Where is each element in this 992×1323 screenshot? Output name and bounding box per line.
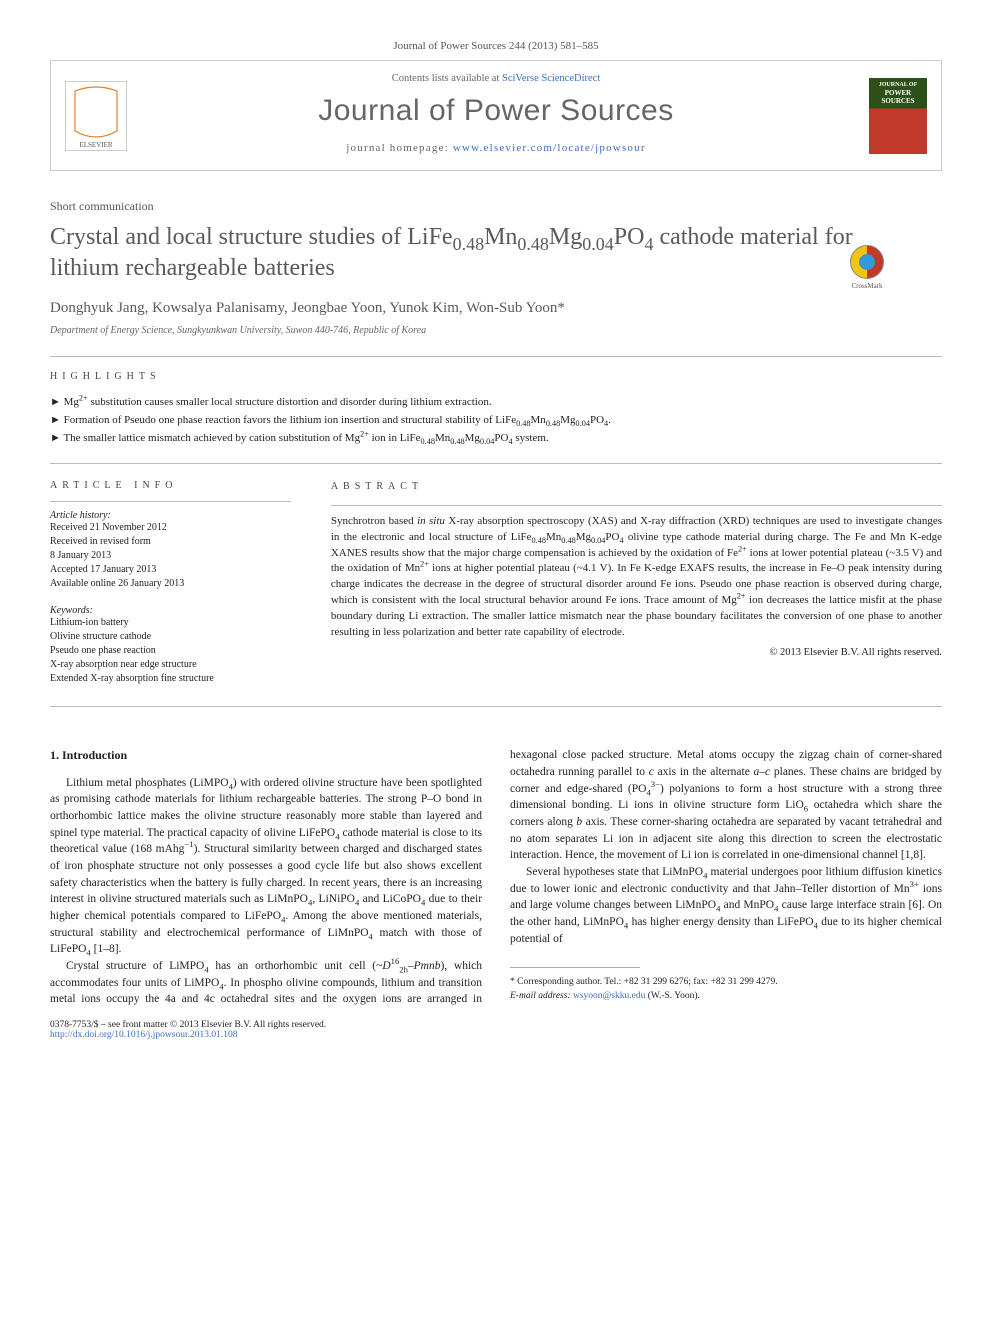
- journal-cover-thumbnail: JOURNAL OF POWER SOURCES: [869, 78, 927, 154]
- abstract-text: Synchrotron based in situ X-ray absorpti…: [331, 514, 942, 642]
- contents-prefix: Contents lists available at: [392, 73, 502, 84]
- homepage-prefix: journal homepage:: [346, 142, 453, 154]
- highlights-list: Mg2+ substitution causes smaller local s…: [50, 394, 942, 447]
- body-paragraph: Several hypotheses state that LiMnPO4 ma…: [510, 864, 942, 947]
- elsevier-logo: ELSEVIER: [65, 81, 127, 151]
- author-email-link[interactable]: wsyoon@skku.edu: [573, 991, 645, 1001]
- front-matter-line: 0378-7753/$ – see front matter © 2013 El…: [50, 1020, 326, 1040]
- affiliation: Department of Energy Science, Sungkyunkw…: [50, 325, 942, 336]
- crossmark-badge[interactable]: CrossMark: [842, 240, 892, 290]
- highlight-item: Formation of Pseudo one phase reaction f…: [50, 412, 942, 430]
- page-footer: 0378-7753/$ – see front matter © 2013 El…: [50, 1020, 942, 1040]
- highlight-item: The smaller lattice mismatch achieved by…: [50, 430, 942, 448]
- keyword-item: Olivine structure cathode: [50, 630, 291, 644]
- cover-label-top: JOURNAL OF: [879, 82, 918, 89]
- citation-line: Journal of Power Sources 244 (2013) 581–…: [50, 40, 942, 52]
- front-matter-text: 0378-7753/$ – see front matter © 2013 El…: [50, 1020, 326, 1030]
- info-abstract-row: ARTICLE INFO Article history: Received 2…: [50, 480, 942, 686]
- journal-header: ELSEVIER Contents lists available at Sci…: [50, 60, 942, 171]
- keyword-item: Lithium-ion battery: [50, 616, 291, 630]
- email-name: (W.-S. Yoon).: [648, 991, 700, 1001]
- history-item: 8 January 2013: [50, 549, 291, 563]
- divider: [50, 463, 942, 464]
- keyword-item: X-ray absorption near edge structure: [50, 658, 291, 672]
- article-type: Short communication: [50, 199, 942, 214]
- email-line: E-mail address: wsyoon@skku.edu (W.-S. Y…: [510, 990, 942, 1003]
- copyright-line: © 2013 Elsevier B.V. All rights reserved…: [331, 645, 942, 660]
- history-item: Received 21 November 2012: [50, 521, 291, 535]
- history-label: Article history:: [50, 510, 291, 521]
- abstract-column: ABSTRACT Synchrotron based in situ X-ray…: [331, 480, 942, 686]
- highlight-item: Mg2+ substitution causes smaller local s…: [50, 394, 942, 412]
- history-item: Received in revised form: [50, 535, 291, 549]
- cover-label-main: POWER SOURCES: [869, 90, 927, 105]
- history-item: Accepted 17 January 2013: [50, 563, 291, 577]
- doi-link[interactable]: http://dx.doi.org/10.1016/j.jpowsour.201…: [50, 1030, 237, 1040]
- keywords-label: Keywords:: [50, 605, 291, 616]
- highlights-heading: HIGHLIGHTS: [50, 371, 942, 382]
- article-title: Crystal and local structure studies of L…: [50, 222, 942, 284]
- homepage-link[interactable]: www.elsevier.com/locate/jpowsour: [453, 142, 646, 154]
- introduction-heading: 1. Introduction: [50, 747, 482, 764]
- footnote-separator: [510, 967, 640, 968]
- body-section: 1. Introduction Lithium metal phosphates…: [50, 747, 942, 1008]
- email-label: E-mail address:: [510, 991, 571, 1001]
- journal-title: Journal of Power Sources: [51, 94, 941, 128]
- abstract-heading: ABSTRACT: [331, 480, 942, 495]
- divider: [50, 706, 942, 707]
- sciencedirect-link[interactable]: SciVerse ScienceDirect: [502, 73, 600, 84]
- history-item: Available online 26 January 2013: [50, 577, 291, 591]
- divider: [50, 356, 942, 357]
- authors-line: Donghyuk Jang, Kowsalya Palanisamy, Jeon…: [50, 300, 942, 317]
- article-info-column: ARTICLE INFO Article history: Received 2…: [50, 480, 291, 686]
- keyword-item: Pseudo one phase reaction: [50, 644, 291, 658]
- body-paragraph: Lithium metal phosphates (LiMPO4) with o…: [50, 775, 482, 958]
- journal-homepage: journal homepage: www.elsevier.com/locat…: [51, 142, 941, 154]
- contents-available: Contents lists available at SciVerse Sci…: [51, 73, 941, 84]
- svg-text:CrossMark: CrossMark: [851, 282, 883, 290]
- svg-text:ELSEVIER: ELSEVIER: [79, 141, 112, 149]
- keyword-item: Extended X-ray absorption fine structure: [50, 672, 291, 686]
- article-info-heading: ARTICLE INFO: [50, 480, 291, 491]
- corresponding-author-note: * Corresponding author. Tel.: +82 31 299…: [510, 976, 942, 989]
